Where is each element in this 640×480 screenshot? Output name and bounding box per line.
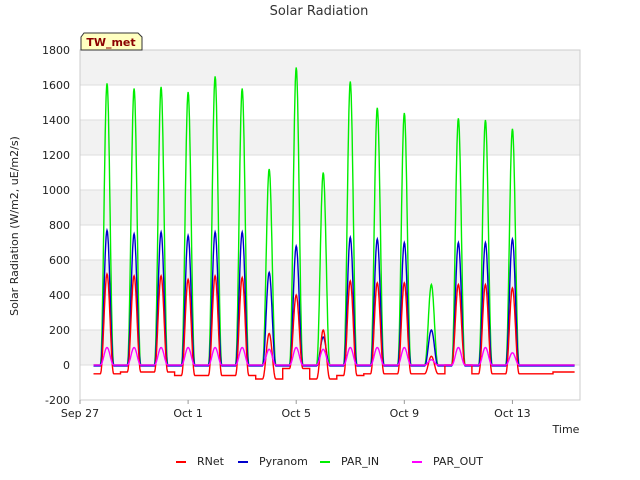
x-tick-label: Sep 27 [61,407,99,420]
y-tick-label: 200 [49,324,70,337]
y-tick-label: 1600 [42,79,70,92]
legend-label-par_in: PAR_IN [341,455,379,468]
y-axis-label: Solar Radiation (W/m2, uE/m2/s) [8,136,21,316]
y-tick-label: 0 [63,359,70,372]
station-tag-box [80,32,143,51]
station-tag: TW_met [80,32,143,51]
chart-title: Solar Radiation [270,4,369,19]
legend: RNet Pyranom PAR_IN PAR_OUT [176,455,483,468]
x-tick-labels: Sep 27 Oct 1 Oct 5 Oct 9 Oct 13 [61,400,531,420]
x-tick-label: Oct 1 [173,407,203,420]
plot-background-bands [80,50,580,400]
legend-label-par_out: PAR_OUT [433,455,483,468]
y-tick-label: -200 [45,394,70,407]
plot-band [80,190,580,225]
legend-label-pyranom: Pyranom [259,455,308,468]
plot-band [80,85,580,120]
x-axis-label: Time [552,423,580,436]
x-tick-label: Oct 13 [494,407,531,420]
y-tick-label: 1800 [42,44,70,57]
plot-band [80,295,580,330]
x-tick-label: Oct 5 [281,407,311,420]
series-line-pyranom [93,227,575,367]
plot-band [80,225,580,260]
y-tick-label: 800 [49,219,70,232]
plot-band [80,120,580,155]
plot-band [80,365,580,400]
y-tick-labels: -200 0 200 400 600 800 1000 1200 1400 1600 1800 [42,44,70,407]
plot-band [80,260,580,295]
y-tick-label: 400 [49,289,70,302]
x-tick-label: Oct 9 [390,407,420,420]
y-tick-label: 1000 [42,184,70,197]
plot-band [80,50,580,85]
legend-label-rnet: RNet [197,455,225,468]
y-tick-label: 1200 [42,149,70,162]
series-line-rnet [93,272,575,380]
y-tick-label: 600 [49,254,70,267]
series-lines [93,67,575,380]
plot-band [80,155,580,190]
series-line-par_out [93,346,575,366]
plot-frame [79,49,581,401]
station-tag-label: TW_met [86,36,135,49]
y-tick-label: 1400 [42,114,70,127]
plot-band [80,330,580,365]
